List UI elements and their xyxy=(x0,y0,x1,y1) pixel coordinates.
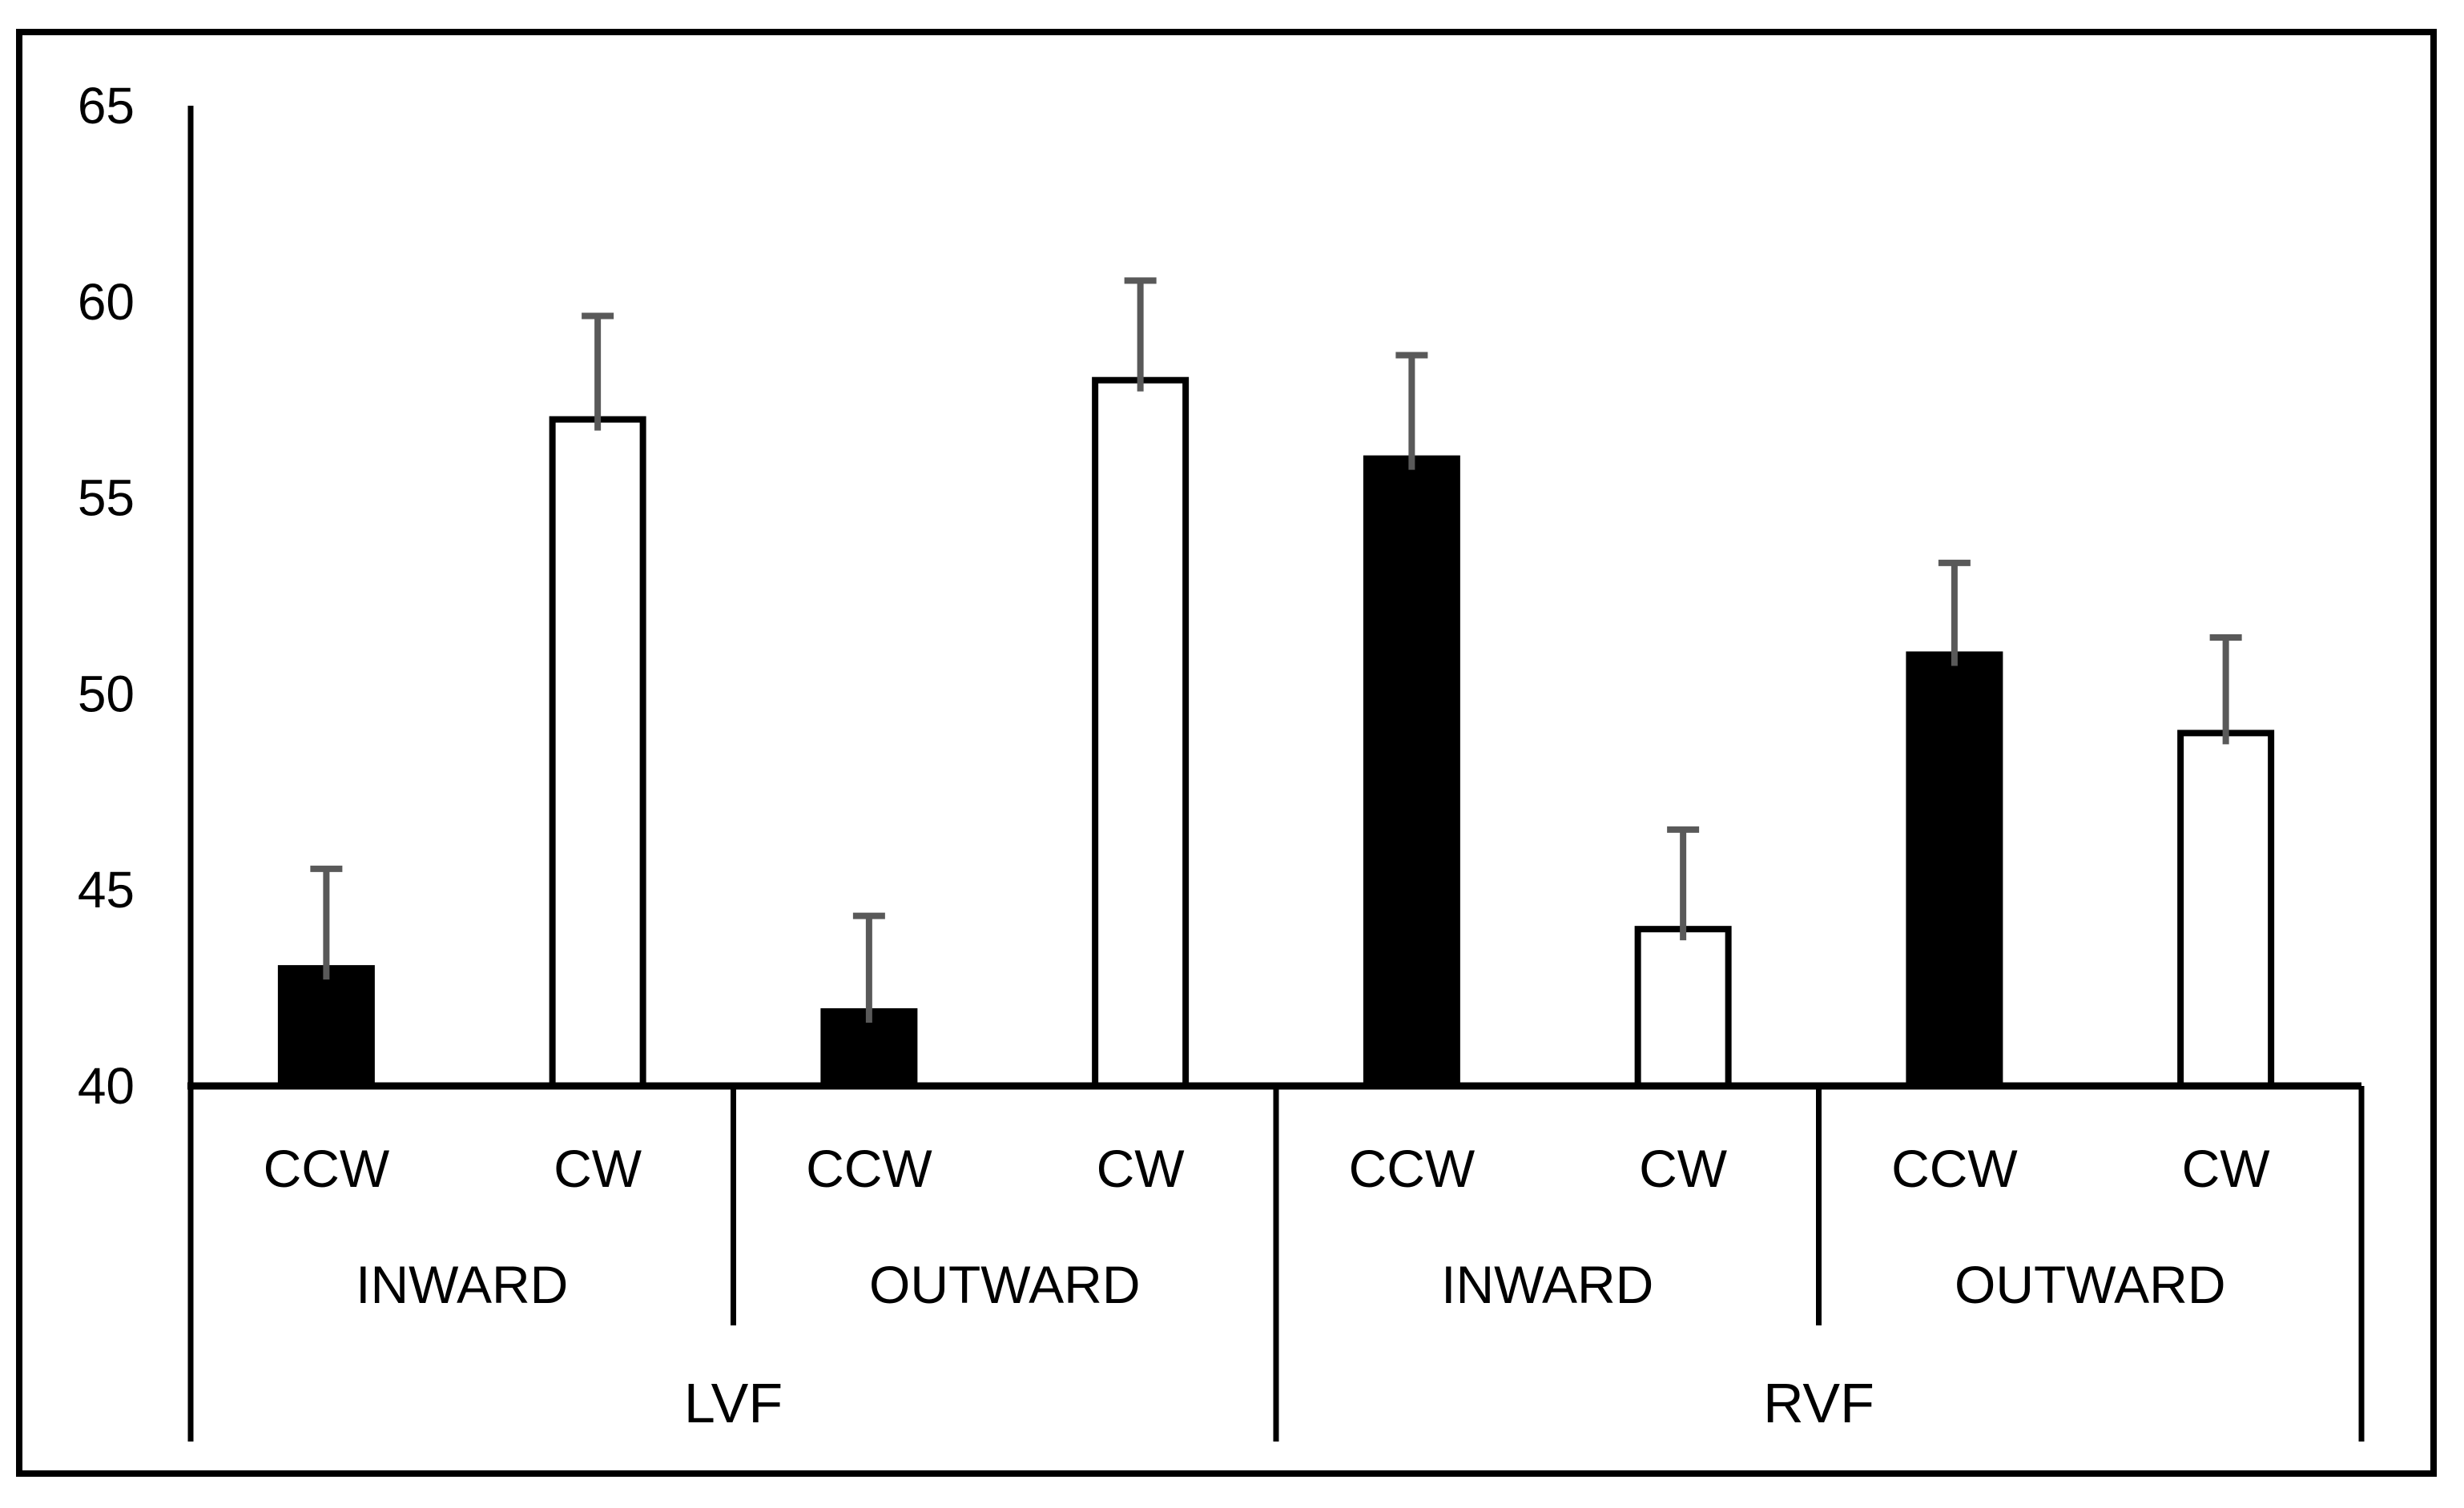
y-tick-label: 45 xyxy=(78,861,135,919)
y-tick-label: 60 xyxy=(78,273,135,331)
rotation-label: CW xyxy=(2182,1139,2271,1198)
rotation-label: CCW xyxy=(1891,1139,2018,1198)
direction-label: INWARD xyxy=(1441,1255,1653,1314)
visual-field-label: RVF xyxy=(1763,1372,1874,1434)
bar-lvf-inward-ccw xyxy=(277,965,375,1089)
y-tick-label: 50 xyxy=(78,665,135,722)
rotation-label: CW xyxy=(1639,1139,1728,1198)
rotation-label: CW xyxy=(1097,1139,1186,1198)
direction-label: OUTWARD xyxy=(1955,1255,2226,1314)
bar-rvf-outward-cw xyxy=(2177,730,2275,1089)
bar-rvf-inward-cw xyxy=(1634,926,1732,1090)
bar-lvf-inward-cw xyxy=(549,416,646,1089)
rotation-label: CCW xyxy=(1349,1139,1476,1198)
bar-rvf-inward-ccw xyxy=(1363,455,1460,1089)
rotation-label: CCW xyxy=(264,1139,390,1198)
rotation-label: CW xyxy=(554,1139,642,1198)
figure-border xyxy=(16,29,2437,1477)
bar-rvf-outward-ccw xyxy=(1906,651,2003,1089)
direction-label: INWARD xyxy=(356,1255,568,1314)
bar-lvf-outward-cw xyxy=(1092,376,1190,1090)
direction-label: OUTWARD xyxy=(869,1255,1141,1314)
rotation-label: CCW xyxy=(806,1139,932,1198)
visual-field-label: LVF xyxy=(684,1372,783,1434)
y-tick-label: 40 xyxy=(78,1057,135,1115)
y-tick-label: 55 xyxy=(78,469,135,527)
y-tick-label: 65 xyxy=(78,77,135,135)
